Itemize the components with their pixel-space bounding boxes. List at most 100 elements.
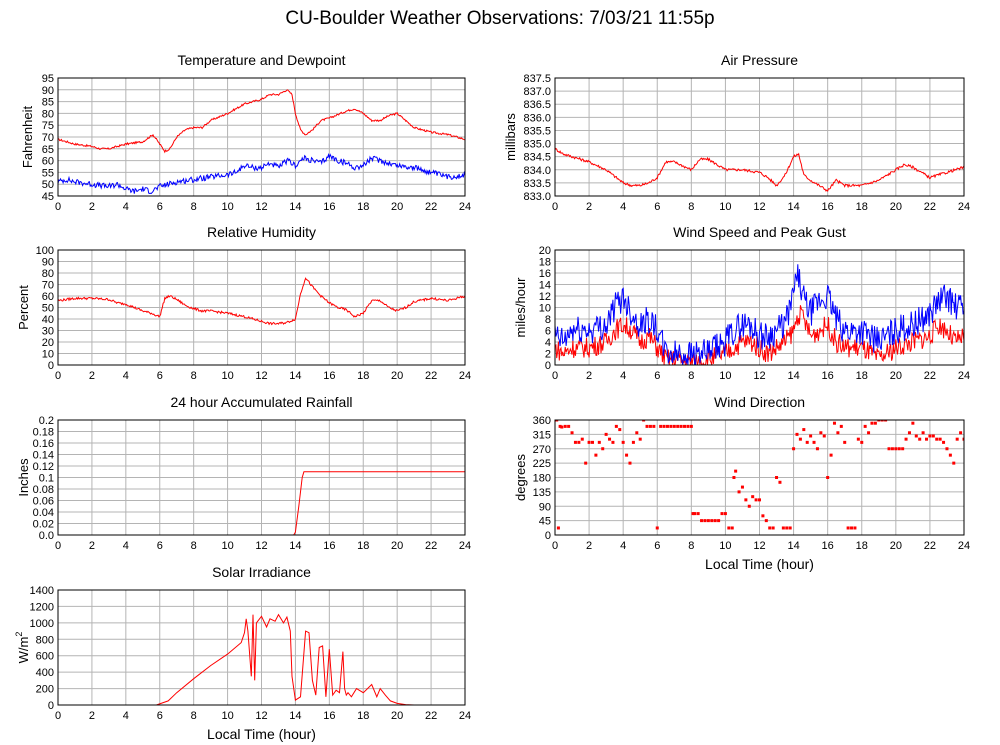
x-tick-label: 12 <box>753 370 765 382</box>
data-point <box>945 447 949 451</box>
y-tick-label: 360 <box>533 415 551 427</box>
data-point <box>723 512 727 516</box>
y-tick-label: 80 <box>42 268 54 280</box>
temperature-ylabel: Fahrenheit <box>20 106 35 169</box>
wind-direction-plot-area <box>555 420 964 530</box>
pressure-ylabel: millibars <box>503 113 518 161</box>
data-point <box>611 440 615 444</box>
solar-title: Solar Irradiance <box>212 564 311 580</box>
y-tick-label: 50 <box>42 303 54 315</box>
x-tick-label: 2 <box>586 540 592 552</box>
y-tick-label: 0.0 <box>39 530 54 542</box>
x-tick-label: 8 <box>688 201 694 213</box>
pressure-frame <box>554 77 965 197</box>
data-point <box>621 440 625 444</box>
data-point <box>764 519 768 523</box>
data-point <box>638 437 642 441</box>
data-point <box>631 440 635 444</box>
x-tick-label: 6 <box>654 540 660 552</box>
x-tick-label: 2 <box>89 540 95 552</box>
x-tick-label: 10 <box>221 370 233 382</box>
x-tick-label: 2 <box>89 370 95 382</box>
data-point <box>962 437 964 441</box>
y-tick-label: 75 <box>42 120 54 132</box>
x-tick-label: 4 <box>620 540 626 552</box>
data-point <box>558 424 562 428</box>
data-point <box>836 431 840 435</box>
x-tick-label: 0 <box>552 540 558 552</box>
y-tick-label: 30 <box>42 326 54 338</box>
data-point <box>815 447 819 451</box>
data-point <box>679 424 683 428</box>
data-point <box>747 504 751 508</box>
y-tick-label: 837.5 <box>523 73 551 85</box>
solar-ylabel-superscript: 2 <box>14 632 24 637</box>
x-tick-label: 24 <box>958 370 970 382</box>
y-tick-label: 70 <box>42 280 54 292</box>
y-tick-label: 135 <box>533 487 551 499</box>
y-tick-label: 834.0 <box>523 165 551 177</box>
x-tick-label: 4 <box>123 540 129 552</box>
y-tick-label: 95 <box>42 73 54 85</box>
x-tick-label: 12 <box>753 201 765 213</box>
y-tick-label: 100 <box>36 245 54 257</box>
x-tick-label: 14 <box>787 540 799 552</box>
data-point <box>618 428 622 432</box>
y-tick-label: 837.0 <box>523 86 551 98</box>
data-point <box>727 526 731 530</box>
wind-speed-ylabel: miles/hour <box>513 277 528 338</box>
x-tick-label: 18 <box>856 201 868 213</box>
rainfall-ylabel: Inches <box>16 458 31 497</box>
data-point <box>931 434 935 438</box>
wind-direction-ylabel: degrees <box>513 454 528 501</box>
x-tick-label: 10 <box>719 540 731 552</box>
data-point <box>870 421 874 425</box>
data-point <box>938 437 942 441</box>
data-point <box>555 420 559 422</box>
data-point <box>826 476 830 479</box>
y-tick-label: 1200 <box>30 601 54 613</box>
y-tick-label: 835.5 <box>523 125 551 137</box>
y-tick-label: 65 <box>42 144 54 156</box>
data-point <box>597 440 601 444</box>
data-point <box>901 447 905 451</box>
x-tick-label: 14 <box>787 201 799 213</box>
data-point <box>959 431 963 435</box>
x-tick-label: 18 <box>357 370 369 382</box>
x-tick-label: 14 <box>289 201 301 213</box>
solar-ylabel: W/m2 <box>14 632 31 664</box>
x-tick-label: 24 <box>459 370 471 382</box>
x-tick-label: 22 <box>425 540 437 552</box>
data-point <box>700 519 704 523</box>
solar-xlabel: Local Time (hour) <box>207 726 316 742</box>
data-point <box>590 440 594 444</box>
x-tick-label: 6 <box>654 201 660 213</box>
x-tick-label: 24 <box>459 201 471 213</box>
x-tick-label: 14 <box>787 370 799 382</box>
data-point <box>829 453 833 457</box>
y-tick-label: 70 <box>42 132 54 144</box>
y-tick-label: 45 <box>42 191 54 203</box>
humidity-frame <box>57 249 466 366</box>
x-tick-label: 16 <box>323 370 335 382</box>
x-tick-label: 14 <box>289 710 301 722</box>
data-point <box>693 512 697 516</box>
wind-direction-xlabel: Local Time (hour) <box>705 556 814 572</box>
x-tick-label: 2 <box>89 201 95 213</box>
x-tick-label: 16 <box>323 710 335 722</box>
data-point <box>853 526 857 530</box>
data-point <box>570 431 574 435</box>
y-tick-label: 8 <box>545 314 551 326</box>
data-point <box>856 437 860 441</box>
x-tick-label: 2 <box>89 710 95 722</box>
data-point <box>567 424 571 428</box>
data-point <box>819 431 823 435</box>
humidity-ylabel: Percent <box>16 285 31 330</box>
y-tick-label: 18 <box>539 257 551 269</box>
y-tick-label: 12 <box>539 291 551 303</box>
x-tick-label: 16 <box>822 540 834 552</box>
data-point <box>732 476 736 479</box>
